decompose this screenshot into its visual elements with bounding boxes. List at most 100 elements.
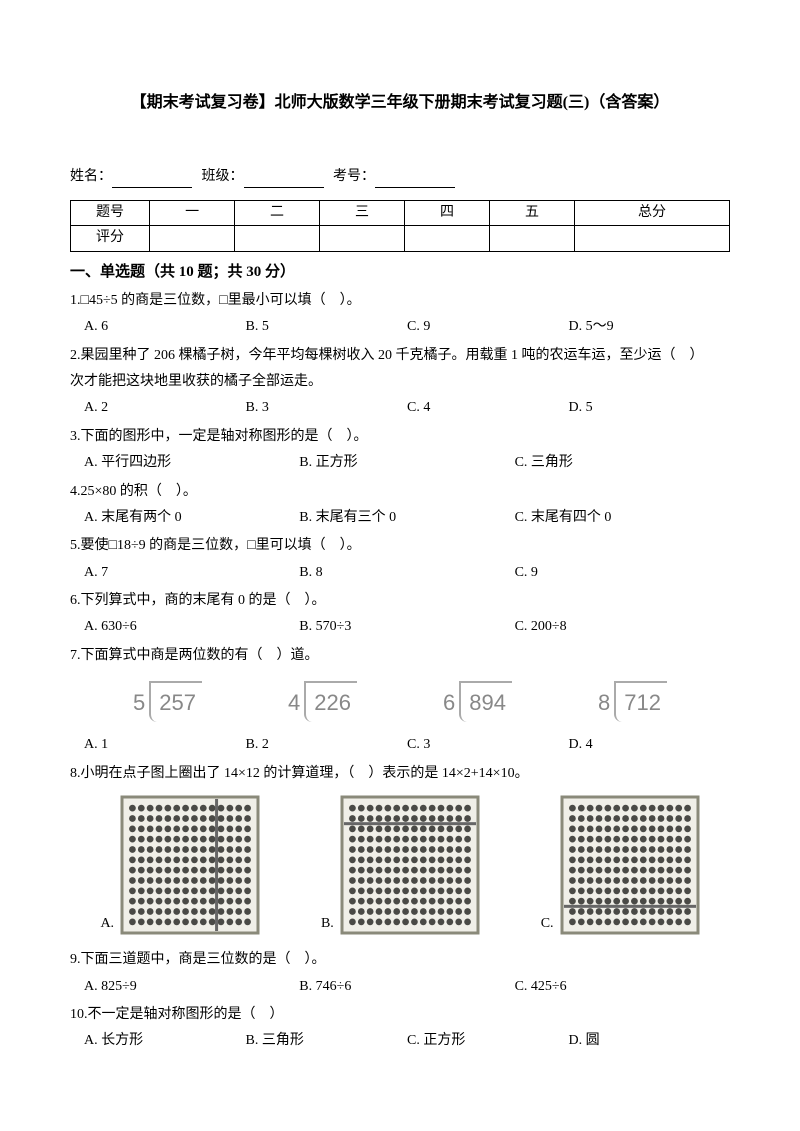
q2-opt-a[interactable]: A. 2 [84,397,246,419]
q5-text: 5.要使□18÷9 的商是三位数，□里可以填（ ）。 [70,535,730,557]
q6-opt-c[interactable]: C. 200÷8 [515,616,730,638]
q7-div4-dividend: 712 [614,681,667,722]
q7-div-1: 5 257 [133,681,202,722]
q8-abacus-c [560,795,700,935]
q7-div-4: 8 712 [598,681,667,722]
q2-opt-b[interactable]: B. 3 [246,397,408,419]
q5-opt-b[interactable]: B. 8 [299,562,514,584]
q7-opt-d[interactable]: D. 4 [569,734,731,756]
q7-text: 7.下面算式中商是两位数的有（ ）道。 [70,645,730,667]
q3-options: A. 平行四边形 B. 正方形 C. 三角形 [70,452,730,474]
q3-opt-a[interactable]: A. 平行四边形 [84,452,299,474]
q5-opt-c[interactable]: C. 9 [515,562,730,584]
q4-options: A. 末尾有两个 0 B. 末尾有三个 0 C. 末尾有四个 0 [70,507,730,529]
q8-text: 8.小明在点子图上圈出了 14×12 的计算道理，（ ）表示的是 14×2+14… [70,763,730,785]
q8-label-a: A. [100,913,114,935]
score-h4: 四 [405,200,490,225]
score-h5: 五 [490,200,575,225]
q1-opt-c[interactable]: C. 9 [407,316,569,338]
score-value-row: 评分 [71,226,730,251]
class-label: 班级： [202,169,244,184]
q6-options: A. 630÷6 B. 570÷3 C. 200÷8 [70,616,730,638]
q5-options: A. 7 B. 8 C. 9 [70,562,730,584]
q4-text: 4.25×80 的积（ ）。 [70,481,730,503]
q3-opt-b[interactable]: B. 正方形 [299,452,514,474]
q7-div2-divisor: 4 [288,685,300,722]
q1-options: A. 6 B. 5 C. 9 D. 5～9 [70,316,730,338]
score-h0: 题号 [71,200,150,225]
score-v2[interactable] [235,226,320,251]
q9-opt-c[interactable]: C. 425÷6 [515,976,730,998]
score-v4[interactable] [405,226,490,251]
q8-abacus-a [120,795,260,935]
q7-opt-a[interactable]: A. 1 [84,734,246,756]
score-v6[interactable] [575,226,730,251]
q3-opt-c[interactable]: C. 三角形 [515,452,730,474]
q8-abacus-a-wrap[interactable]: A. [100,795,260,935]
q5-opt-a[interactable]: A. 7 [84,562,299,584]
q9-options: A. 825÷9 B. 746÷6 C. 425÷6 [70,976,730,998]
class-blank[interactable] [244,172,324,188]
score-h3: 三 [320,200,405,225]
q2-line2: 次才能把这块地里收获的橘子全部运走。 [70,371,730,393]
q10-text: 10.不一定是轴对称图形的是（ ） [70,1004,730,1026]
q8-label-b: B. [321,913,334,935]
q7-div3-divisor: 6 [443,685,455,722]
q7-long-division-row: 5 257 4 226 6 894 8 712 [70,671,730,732]
name-blank[interactable] [112,172,192,188]
q2-options: A. 2 B. 3 C. 4 D. 5 [70,397,730,419]
q6-opt-a[interactable]: A. 630÷6 [84,616,299,638]
q1-opt-d[interactable]: D. 5～9 [569,316,731,338]
q10-opt-b[interactable]: B. 三角形 [246,1030,408,1052]
q7-div3-dividend: 894 [459,681,512,722]
q8-abacus-c-wrap[interactable]: C. [541,795,700,935]
q9-opt-a[interactable]: A. 825÷9 [84,976,299,998]
q8-abacus-b [340,795,480,935]
q7-div2-dividend: 226 [304,681,357,722]
q7-div4-divisor: 8 [598,685,610,722]
score-v3[interactable] [320,226,405,251]
q6-opt-b[interactable]: B. 570÷3 [299,616,514,638]
score-v1[interactable] [150,226,235,251]
page-title: 【期末考试复习卷】北师大版数学三年级下册期末考试复习题(三)（含答案） [70,90,730,116]
q7-div1-divisor: 5 [133,685,145,722]
score-table: 题号 一 二 三 四 五 总分 评分 [70,200,730,252]
student-info-line: 姓名： 班级： 考号： [70,166,730,188]
q9-text: 9.下面三道题中，商是三位数的是（ ）。 [70,949,730,971]
score-h6: 总分 [575,200,730,225]
q8-label-c: C. [541,913,554,935]
q10-opt-c[interactable]: C. 正方形 [407,1030,569,1052]
q8-abacus-row: A. B. C. [70,789,730,945]
number-blank[interactable] [375,172,455,188]
q8-abacus-b-wrap[interactable]: B. [321,795,480,935]
section-1-heading: 一、单选题（共 10 题；共 30 分） [70,260,730,284]
score-h2: 二 [235,200,320,225]
q7-div1-dividend: 257 [149,681,202,722]
q4-opt-a[interactable]: A. 末尾有两个 0 [84,507,299,529]
q1-opt-a[interactable]: A. 6 [84,316,246,338]
q2-opt-c[interactable]: C. 4 [407,397,569,419]
score-h1: 一 [150,200,235,225]
q6-text: 6.下列算式中，商的末尾有 0 的是（ ）。 [70,590,730,612]
q7-div-3: 6 894 [443,681,512,722]
score-header-row: 题号 一 二 三 四 五 总分 [71,200,730,225]
q4-opt-c[interactable]: C. 末尾有四个 0 [515,507,730,529]
q7-opt-c[interactable]: C. 3 [407,734,569,756]
q2-opt-d[interactable]: D. 5 [569,397,731,419]
q7-div-2: 4 226 [288,681,357,722]
exam-page: 【期末考试复习卷】北师大版数学三年级下册期末考试复习题(三)（含答案） 姓名： … [0,0,800,1119]
score-v5[interactable] [490,226,575,251]
q10-opt-d[interactable]: D. 圆 [569,1030,731,1052]
number-label: 考号： [333,169,375,184]
name-label: 姓名： [70,169,112,184]
q7-opt-b[interactable]: B. 2 [246,734,408,756]
q10-opt-a[interactable]: A. 长方形 [84,1030,246,1052]
q3-text: 3.下面的图形中，一定是轴对称图形的是（ ）。 [70,426,730,448]
q2-line1: 2.果园里种了 206 棵橘子树，今年平均每棵树收入 20 千克橘子。用载重 1… [70,345,730,367]
q10-options: A. 长方形 B. 三角形 C. 正方形 D. 圆 [70,1030,730,1052]
q4-opt-b[interactable]: B. 末尾有三个 0 [299,507,514,529]
q1-text: 1.□45÷5 的商是三位数，□里最小可以填（ ）。 [70,290,730,312]
q9-opt-b[interactable]: B. 746÷6 [299,976,514,998]
q1-opt-b[interactable]: B. 5 [246,316,408,338]
score-v0: 评分 [71,226,150,251]
